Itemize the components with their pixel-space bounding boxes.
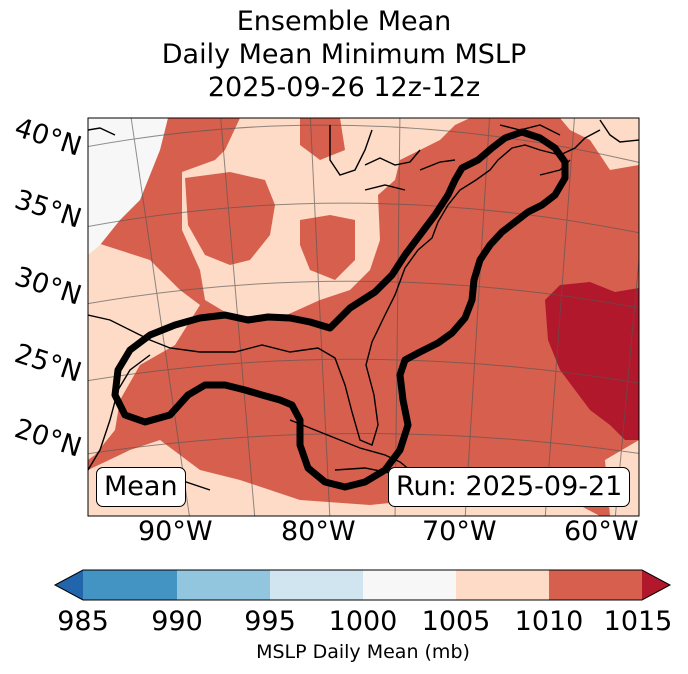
lon-label-80w: 80°W xyxy=(281,516,356,547)
graticule xyxy=(88,118,639,516)
field-1010-1015-blob2 xyxy=(300,215,355,280)
map-frame xyxy=(87,117,640,517)
title-line-1: Ensemble Mean xyxy=(236,6,452,37)
map-area xyxy=(88,118,639,516)
lon-label-90w: 90°W xyxy=(138,516,213,547)
colorbar-tick-1010: 1010 xyxy=(514,606,584,637)
colorbar-segment-990-995 xyxy=(177,570,270,600)
lat-label-30: 30°N xyxy=(11,261,85,312)
colorbar-extend-low xyxy=(55,570,83,600)
colorbar-outline xyxy=(53,569,672,601)
mean-contour xyxy=(111,128,569,491)
title-line-3: 2025-09-26 12z-12z xyxy=(207,72,481,103)
colorbar-tick-1005: 1005 xyxy=(421,606,491,637)
title-line-2: Daily Mean Minimum MSLP xyxy=(161,39,527,70)
colorbar-tick-985: 985 xyxy=(57,606,109,637)
field-over-1015 xyxy=(545,282,639,440)
colorbar-extend-high xyxy=(642,570,670,600)
run-date-label-box: Run: 2025-09-21 xyxy=(388,467,631,507)
colorbar-segment-995-1000 xyxy=(270,570,363,600)
field-1005-1010-east xyxy=(560,118,639,170)
colorbar-tick-990: 990 xyxy=(151,606,203,637)
lon-label-70w: 70°W xyxy=(422,516,497,547)
colorbar-segment-1005-1010 xyxy=(456,570,549,600)
lat-label-25: 25°N xyxy=(11,338,85,389)
field-1010-1015-blob1 xyxy=(185,172,275,265)
colorbar-segment-1010-1015 xyxy=(549,570,642,600)
colorbar-label: MSLP Daily Mean (mb) xyxy=(256,641,470,663)
mean-label-box: Mean xyxy=(96,467,186,507)
lat-label-40: 40°N xyxy=(11,112,85,163)
colorbar-tick-1015: 1015 xyxy=(603,606,673,637)
field-1000-1005 xyxy=(88,118,168,255)
lon-label-60w: 60°W xyxy=(564,516,639,547)
colorbar xyxy=(53,569,672,601)
colorbar-tick-995: 995 xyxy=(244,606,296,637)
lat-label-35: 35°N xyxy=(11,184,85,235)
colorbar-tick-1000: 1000 xyxy=(328,606,398,637)
lat-label-20: 20°N xyxy=(11,413,85,464)
colorbar-segment-1000-1005 xyxy=(363,570,456,600)
colorbar-segment-985-990 xyxy=(83,570,177,600)
